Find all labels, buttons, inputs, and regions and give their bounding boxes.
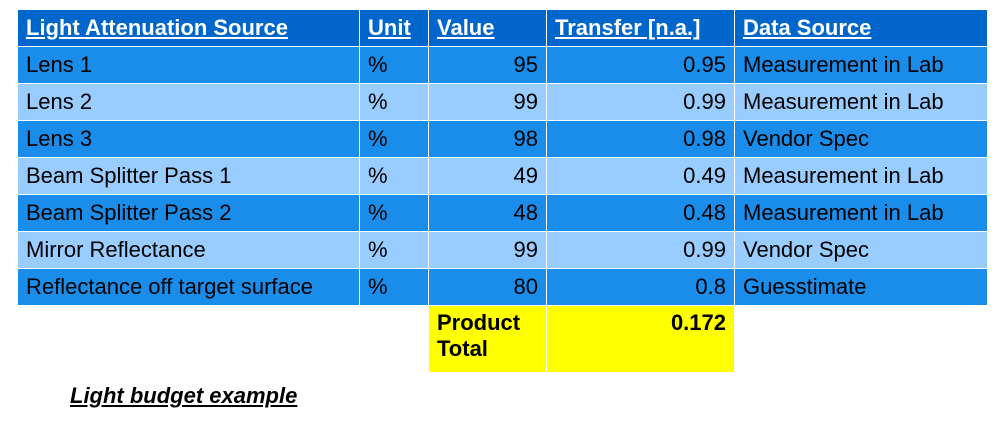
table-cell: Lens 3 (18, 121, 359, 157)
table-cell: Measurement in Lab (735, 195, 987, 231)
table-cell: 99 (429, 84, 546, 120)
header-row: Light Attenuation Source Unit Value Transfe… (18, 10, 987, 46)
table-row: Beam Splitter Pass 2% 48 0.48 Measurement i… (18, 195, 987, 231)
table-cell: Measurement in Lab (735, 84, 987, 120)
table-cell: 0.49 (547, 158, 734, 194)
light-budget-table: Light Attenuation Source Unit Value Transfe… (17, 9, 988, 373)
table-cell: Measurement in Lab (735, 47, 987, 83)
table-cell: Measurement in Lab (735, 158, 987, 194)
table-cell: Reflectance off target surface (18, 269, 359, 305)
total-label: Product Total (429, 306, 546, 372)
table-cell: 95 (429, 47, 546, 83)
table-cell: 49 (429, 158, 546, 194)
table-cell: 0.8 (547, 269, 734, 305)
table-cell: % (360, 121, 428, 157)
header-cell: Value (429, 10, 546, 46)
total-row: Product Total 0.172 (18, 306, 987, 372)
table-cell: 48 (429, 195, 546, 231)
header-cell: Data Source (735, 10, 987, 46)
table-cell: Beam Splitter Pass 1 (18, 158, 359, 194)
table-cell: Guesstimate (735, 269, 987, 305)
table-row: Lens 2% 99 0.99 Measurement in Lab (18, 84, 987, 120)
table-cell: 99 (429, 232, 546, 268)
total-value: 0.172 (547, 306, 734, 372)
table-row: Lens 1% 95 0.95 Measurement in Lab (18, 47, 987, 83)
table-cell: Vendor Spec (735, 121, 987, 157)
header-cell: Unit (360, 10, 428, 46)
table-cell: % (360, 232, 428, 268)
empty-cell (735, 306, 987, 372)
table-cell: 0.95 (547, 47, 734, 83)
table-cell: Mirror Reflectance (18, 232, 359, 268)
table-cell: Lens 1 (18, 47, 359, 83)
table-cell: 0.99 (547, 232, 734, 268)
table-cell: 80 (429, 269, 546, 305)
table-cell: % (360, 158, 428, 194)
table-cell: Lens 2 (18, 84, 359, 120)
caption: Light budget example (70, 383, 298, 408)
table-cell: Beam Splitter Pass 2 (18, 195, 359, 231)
header-cell: Light Attenuation Source (18, 10, 359, 46)
table-cell: % (360, 269, 428, 305)
empty-cell (18, 306, 359, 372)
table-cell: % (360, 84, 428, 120)
table-cell: 0.98 (547, 121, 734, 157)
table-row: Reflectance off target surface% 80 0.8 Gues… (18, 269, 987, 305)
table-cell: 0.48 (547, 195, 734, 231)
table-cell: 98 (429, 121, 546, 157)
table-cell: 0.99 (547, 84, 734, 120)
table-row: Lens 3% 98 0.98 Vendor Spec (18, 121, 987, 157)
table-cell: % (360, 195, 428, 231)
table-cell: % (360, 47, 428, 83)
table-row: Mirror Reflectance% 99 0.99 Vendor Spec (18, 232, 987, 268)
table-cell: Vendor Spec (735, 232, 987, 268)
empty-cell (360, 306, 428, 372)
table-row: Beam Splitter Pass 1% 49 0.49 Measurement i… (18, 158, 987, 194)
header-cell: Transfer [n.a.] (547, 10, 734, 46)
